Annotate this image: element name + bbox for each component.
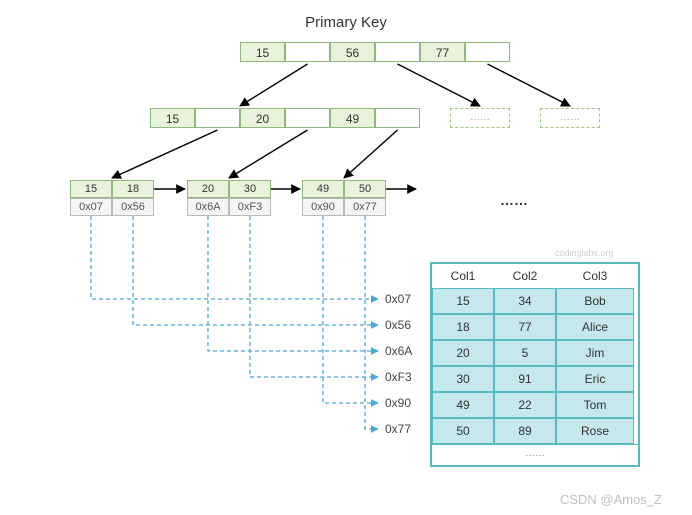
root-key: 77 — [420, 42, 465, 62]
leaf-key: 49 — [302, 180, 344, 198]
root-pointer — [285, 42, 330, 62]
table-header: Col3 — [556, 264, 634, 288]
watermark: CSDN @Amos_Z — [560, 492, 662, 507]
pointer-label: 0x90 — [385, 396, 411, 410]
root-pointer — [465, 42, 510, 62]
root-key: 15 — [240, 42, 285, 62]
leaf-node: 49500x900x77 — [302, 180, 386, 216]
root-pointer — [375, 42, 420, 62]
table-row: 1877Alice — [432, 314, 638, 340]
leaf-key: 15 — [70, 180, 112, 198]
table-row: 5089Rose — [432, 418, 638, 444]
root-key: 56 — [330, 42, 375, 62]
inner-key: 15 — [150, 108, 195, 128]
leaf-pointer: 0x6A — [187, 198, 229, 216]
leaf-key: 20 — [187, 180, 229, 198]
table-header: Col2 — [494, 264, 556, 288]
pointer-label: 0x6A — [385, 344, 412, 358]
table-header: Col1 — [432, 264, 494, 288]
leaf-node: 20300x6A0xF3 — [187, 180, 271, 216]
tiny-watermark: codinglabs.org — [555, 248, 614, 258]
leaf-pointer: 0x07 — [70, 198, 112, 216]
table-row: 1534Bob — [432, 288, 638, 314]
table-cell: 89 — [494, 418, 556, 444]
table-row: 4922Tom — [432, 392, 638, 418]
leaf-key: 30 — [229, 180, 271, 198]
leaf-key: 18 — [112, 180, 154, 198]
table-cell: Rose — [556, 418, 634, 444]
table-cell: 18 — [432, 314, 494, 340]
leaf-node: 15180x070x56 — [70, 180, 154, 216]
pointer-label: 0x56 — [385, 318, 411, 332]
root-node: 15 56 77 — [240, 42, 510, 62]
ellipsis: …… — [500, 192, 528, 208]
data-table: Col1Col2Col31534Bob1877Alice205Jim3091Er… — [430, 262, 640, 467]
table-cell: Eric — [556, 366, 634, 392]
dashed-placeholder: …… — [540, 108, 600, 128]
pointer-label: 0x07 — [385, 292, 411, 306]
table-cell: 34 — [494, 288, 556, 314]
inner-node: 15 20 49 — [150, 108, 420, 128]
table-cell: 49 — [432, 392, 494, 418]
table-cell: Jim — [556, 340, 634, 366]
leaf-pointer: 0xF3 — [229, 198, 271, 216]
leaf-pointer: 0x56 — [112, 198, 154, 216]
table-cell: 22 — [494, 392, 556, 418]
table-cell: Alice — [556, 314, 634, 340]
dashed-placeholder: …… — [450, 108, 510, 128]
table-cell: 30 — [432, 366, 494, 392]
inner-pointer — [195, 108, 240, 128]
leaf-pointer: 0x77 — [344, 198, 386, 216]
table-cell: 15 — [432, 288, 494, 314]
inner-pointer — [285, 108, 330, 128]
inner-pointer — [375, 108, 420, 128]
table-cell: 50 — [432, 418, 494, 444]
table-cell: Bob — [556, 288, 634, 314]
pointer-label: 0x77 — [385, 422, 411, 436]
table-footer: …… — [432, 444, 638, 465]
table-cell: Tom — [556, 392, 634, 418]
table-row: 3091Eric — [432, 366, 638, 392]
leaf-pointer: 0x90 — [302, 198, 344, 216]
inner-key: 49 — [330, 108, 375, 128]
table-cell: 77 — [494, 314, 556, 340]
leaf-key: 50 — [344, 180, 386, 198]
table-cell: 20 — [432, 340, 494, 366]
diagram-title: Primary Key — [0, 14, 692, 31]
table-cell: 91 — [494, 366, 556, 392]
table-row: 205Jim — [432, 340, 638, 366]
pointer-label: 0xF3 — [385, 370, 412, 384]
inner-key: 20 — [240, 108, 285, 128]
table-cell: 5 — [494, 340, 556, 366]
